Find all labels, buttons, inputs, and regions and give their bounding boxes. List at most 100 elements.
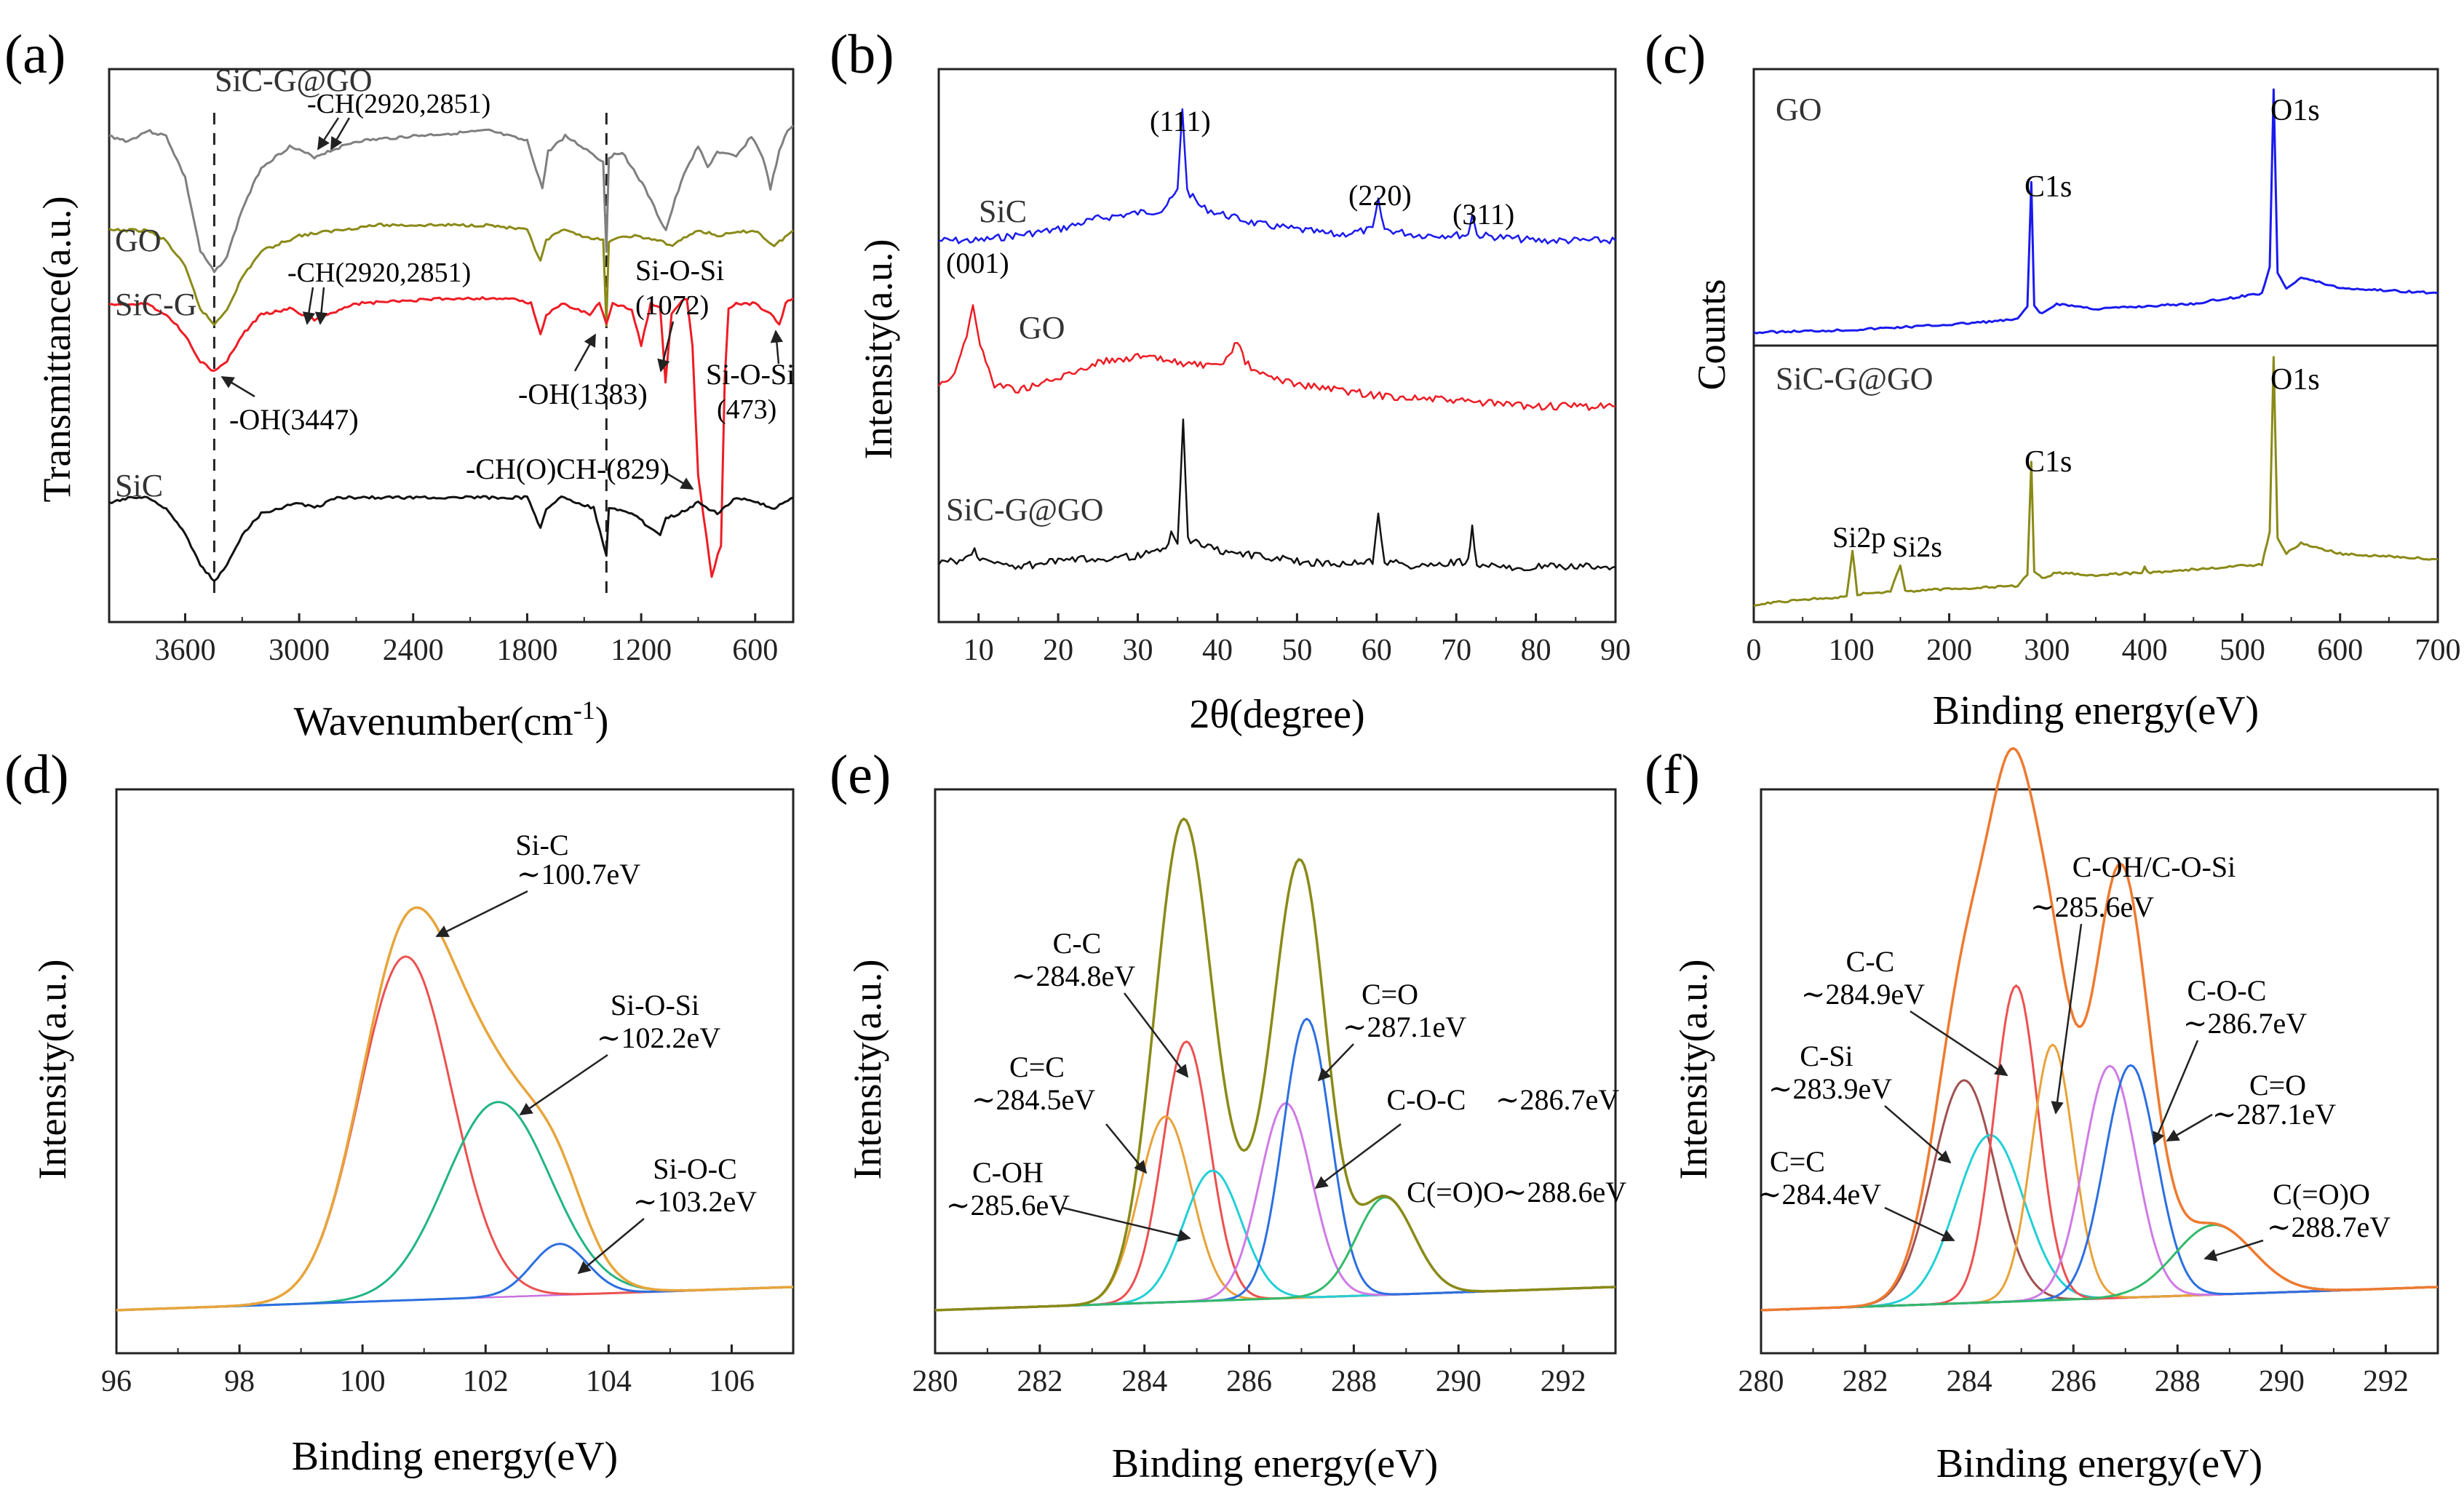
label-cooh-energy-f: ∼288.7eV — [2267, 1211, 2391, 1243]
label-sioc-energy-d: ∼103.2eV — [633, 1185, 757, 1218]
annot-chch-829: -CH(O)CH-(829) — [466, 453, 669, 485]
xtick-label-e-4: 288 — [1331, 1365, 1377, 1398]
panel-f-xlabel: Binding energy(eV) — [1936, 1441, 2262, 1486]
panel-a-ylabel: Transmittance(a.u.) — [35, 196, 79, 503]
xtick-label-e-3: 286 — [1226, 1365, 1272, 1398]
panel-f-frame — [1760, 788, 2439, 1355]
annot-111: (111) — [1150, 105, 1211, 138]
arrow-ch-mid-2 — [314, 287, 328, 325]
arrow-ch-top-2 — [330, 117, 351, 151]
arrow-siosi-473 — [770, 330, 784, 364]
arrow-siosi-d — [519, 1053, 608, 1116]
annot-o1s-top: O1s — [2270, 94, 2320, 127]
xtick-label-a-0: 3600 — [154, 634, 215, 667]
annot-siosi-1072-b: (1072) — [635, 290, 709, 321]
annot-ch-mid: -CH(2920,2851) — [287, 258, 471, 288]
label-coc-energy-e: ∼286.7eV — [1495, 1083, 1619, 1116]
annot-si2p: Si2p — [1832, 521, 1885, 554]
xtick-label-c-5: 500 — [2219, 634, 2265, 667]
label-coh-energy-e: ∼285.6eV — [946, 1189, 1070, 1222]
label-cooh-energy-e: ∼288.6eV — [1503, 1176, 1626, 1208]
series-label-sicg-go: SiC-G@GO — [215, 63, 373, 98]
subplot-label-go: GO — [1776, 92, 1822, 127]
annot-siosi-473-b: (473) — [717, 394, 776, 425]
panel-b-ylabel: Intensity(a.u.) — [857, 239, 900, 460]
series-label-sicg: SiC-G — [115, 287, 196, 322]
arrow-cc-f — [1909, 1010, 2008, 1077]
xtick-label-c-1: 100 — [1829, 634, 1875, 667]
arrow-chch-829 — [665, 471, 694, 490]
label-cc-e: C-C — [1053, 927, 1102, 960]
arrow-ch-top-1 — [317, 117, 340, 151]
xtick-label-e-6: 292 — [1541, 1365, 1586, 1398]
annot-311: (311) — [1452, 198, 1514, 231]
annot-o1s-bottom: O1s — [2270, 363, 2320, 397]
annot-c1s-bottom: C1s — [2024, 445, 2072, 479]
annot-220: (220) — [1348, 179, 1412, 212]
annot-oh-3447: -OH(3447) — [229, 403, 359, 436]
xtick-label-c-4: 400 — [2122, 634, 2168, 667]
panel-a-label: (a) — [4, 24, 65, 85]
series-label-sicg-go-b: SiC-G@GO — [946, 492, 1104, 527]
label-cohcosi-energy-f: ∼285.6eV — [2030, 891, 2154, 923]
annot-001: (001) — [946, 247, 1009, 279]
label-co-e: C=O — [1362, 978, 1418, 1011]
arrow-siosi-1072 — [657, 321, 675, 372]
xtick-label-d-1: 98 — [224, 1365, 255, 1398]
xtick-label-f-2: 284 — [1947, 1365, 1992, 1398]
subplot-go-c — [1753, 88, 2439, 335]
panel-e-ylabel: Intensity(a.u.) — [846, 960, 889, 1180]
xtick-label-c-3: 300 — [2024, 634, 2070, 667]
panel-d-frame — [115, 788, 795, 1355]
xtick-label-b-1: 20 — [1043, 634, 1073, 667]
subplot-sic-g-go-c — [1753, 356, 2439, 607]
xtick-label-a-3: 1800 — [496, 634, 557, 667]
xtick-label-f-1: 282 — [1843, 1365, 1888, 1398]
series-label-sic: SiC — [115, 468, 163, 503]
xtick-label-d-5: 106 — [709, 1365, 755, 1398]
label-cdc-energy-f: ∼284.4eV — [1757, 1178, 1881, 1211]
xtick-label-d-0: 96 — [101, 1365, 132, 1398]
series-sic-g-go-b — [937, 418, 1616, 572]
series-sic-g-a — [108, 296, 794, 578]
arrow-ch-mid-1 — [302, 287, 316, 325]
panel-f-ylabel: Intensity(a.u.) — [1672, 960, 1715, 1180]
arrow-sic-d — [435, 890, 528, 938]
arrow-coc-e — [1314, 1123, 1402, 1190]
xtick-label-f-4: 288 — [2155, 1365, 2201, 1398]
label-cc-f: C-C — [1846, 945, 1895, 978]
arrow-co-e — [1317, 1043, 1354, 1082]
label-csi-f: C-Si — [1800, 1040, 1853, 1072]
label-cdc-energy-e: ∼284.5eV — [971, 1083, 1095, 1116]
annot-si2s: Si2s — [1892, 530, 1942, 563]
xtick-label-b-6: 70 — [1441, 634, 1471, 667]
series-sic-b — [938, 108, 1616, 244]
xtick-label-b-8: 90 — [1600, 634, 1631, 667]
xtick-label-e-1: 282 — [1017, 1365, 1062, 1398]
xtick-label-f-5: 290 — [2259, 1365, 2305, 1398]
series-go-b — [938, 304, 1616, 411]
label-cc-energy-e: ∼284.8eV — [1012, 960, 1135, 992]
peak-si-o-c-d — [116, 1243, 794, 1312]
label-sic-energy-d: ∼100.7eV — [517, 858, 640, 891]
label-sioc-d: Si-O-C — [653, 1152, 737, 1185]
label-cc-energy-f: ∼284.9eV — [1801, 978, 1925, 1011]
xtick-label-d-2: 100 — [340, 1365, 386, 1398]
annot-oh-1383: -OH(1383) — [518, 378, 648, 410]
xtick-label-a-2: 2400 — [383, 634, 444, 667]
panel-b-label: (b) — [830, 24, 894, 85]
label-co-f: C=O — [2249, 1069, 2306, 1101]
label-coc-energy-f: ∼286.7eV — [2183, 1007, 2307, 1040]
series-go-a — [108, 222, 794, 327]
arrow-oh-1383 — [573, 333, 597, 372]
label-siosi-d: Si-O-Si — [611, 989, 699, 1021]
xtick-label-d-4: 104 — [586, 1365, 632, 1398]
annot-siosi-473-a: Si-O-Si — [706, 358, 795, 391]
panel-c-label: (c) — [1645, 24, 1706, 85]
label-sic-d: Si-C — [515, 829, 568, 861]
panel-d-si2p: (d) 96 98 100 102 104 106 Si-C ∼100.7eV Si-O-… — [4, 744, 795, 1479]
xtick-label-c-2: 200 — [1926, 634, 1972, 667]
envelope-line-f — [1760, 746, 2439, 1312]
xtick-label-c-7: 700 — [2415, 634, 2461, 667]
xtick-label-a-1: 3000 — [269, 634, 330, 667]
